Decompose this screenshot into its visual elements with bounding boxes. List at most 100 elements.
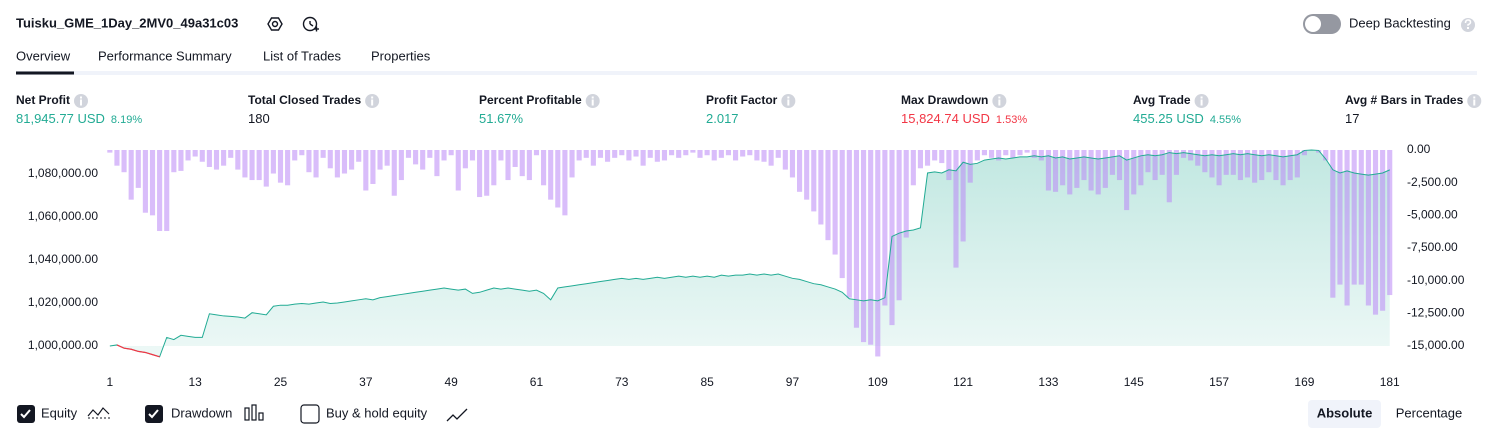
drawdown-checkbox[interactable] bbox=[145, 405, 163, 423]
drawdown-bar bbox=[1102, 150, 1108, 188]
y2-tick-label: -10,000.00 bbox=[1407, 273, 1465, 287]
legend-label: Drawdown bbox=[171, 405, 232, 420]
legend-label: Equity bbox=[41, 405, 78, 420]
y2-tick-label: -12,500.00 bbox=[1407, 306, 1465, 320]
drawdown-bar bbox=[619, 150, 625, 156]
drawdown-bar bbox=[839, 150, 845, 279]
alert-icon[interactable] bbox=[302, 16, 320, 32]
drawdown-bar bbox=[818, 150, 824, 225]
drawdown-bar bbox=[711, 150, 717, 161]
x-tick-label: 169 bbox=[1294, 375, 1314, 389]
drawdown-bar bbox=[1344, 150, 1350, 306]
info-icon-stem bbox=[787, 99, 790, 106]
drawdown-bar bbox=[128, 150, 134, 200]
equity-checkbox[interactable] bbox=[17, 405, 35, 423]
x-tick-label: 133 bbox=[1038, 375, 1058, 389]
metric-percent: 1.53% bbox=[996, 114, 1027, 126]
drawdown-bar bbox=[789, 150, 796, 178]
drawdown-bar bbox=[1031, 150, 1037, 158]
settings-icon[interactable] bbox=[267, 17, 283, 31]
drawdown-bar bbox=[597, 150, 604, 158]
drawdown-bar bbox=[420, 150, 426, 170]
metric-value-text: 15,824.74 USD bbox=[901, 111, 990, 126]
drawdown-bar bbox=[469, 150, 476, 161]
drawdown-bar bbox=[1387, 150, 1393, 296]
x-tick-label: 61 bbox=[530, 375, 544, 389]
x-tick-label: 49 bbox=[444, 375, 458, 389]
drawdown-bar bbox=[192, 150, 198, 157]
drawdown-bar bbox=[1138, 150, 1144, 186]
absolute-button[interactable] bbox=[1308, 400, 1381, 428]
drawdown-bar bbox=[1358, 150, 1364, 285]
drawdown-bar bbox=[775, 150, 781, 158]
info-icon-dot bbox=[787, 96, 790, 99]
drawdown-bar bbox=[960, 150, 966, 242]
drawdown-bar bbox=[647, 150, 653, 158]
drawdown-bar bbox=[1074, 150, 1080, 188]
drawdown-bar bbox=[612, 150, 618, 158]
drawdown-bar bbox=[327, 150, 333, 169]
metric-value-text: 455.25 USD bbox=[1133, 111, 1204, 126]
drawdown-bar bbox=[1124, 150, 1130, 211]
drawdown-bar bbox=[477, 150, 483, 198]
drawdown-bar bbox=[213, 150, 220, 170]
y2-tick-label: -2,500.00 bbox=[1407, 175, 1458, 189]
drawdown-bar bbox=[1244, 150, 1251, 178]
x-tick-label: 37 bbox=[359, 375, 373, 389]
tab[interactable]: Overview bbox=[16, 48, 71, 63]
buy-hold-checkbox[interactable] bbox=[300, 404, 320, 424]
drawdown-bar bbox=[377, 150, 383, 170]
drawdown-bar bbox=[413, 150, 419, 165]
metric-label: Percent Profitable bbox=[479, 93, 582, 107]
drawdown-bar bbox=[1280, 150, 1286, 186]
tab[interactable]: List of Trades bbox=[263, 48, 342, 63]
drawdown-bar bbox=[1145, 150, 1151, 173]
drawdown-bar bbox=[1301, 150, 1307, 156]
y2-tick-label: -7,500.00 bbox=[1407, 240, 1458, 254]
drawdown-bar bbox=[718, 150, 724, 158]
drawdown-bar bbox=[448, 150, 454, 156]
help-icon[interactable] bbox=[1461, 18, 1475, 32]
drawdown-bar bbox=[1166, 150, 1172, 203]
drawdown-bar bbox=[135, 150, 141, 188]
legend-label: Buy & hold equity bbox=[326, 405, 428, 420]
drawdown-bar bbox=[263, 150, 269, 187]
drawdown-bar bbox=[1152, 150, 1158, 181]
drawdown-bar bbox=[910, 150, 916, 186]
drawdown-bar bbox=[626, 150, 632, 161]
info-icon-dot bbox=[1200, 96, 1203, 99]
deep-backtesting-toggle[interactable] bbox=[1303, 14, 1341, 34]
drawdown-bar bbox=[121, 150, 127, 173]
y-tick-label: 1,080,000.00 bbox=[28, 166, 98, 180]
metric-value-text: 2.017 bbox=[706, 111, 739, 126]
drawdown-bar bbox=[1095, 150, 1101, 195]
equity-legend-icon bbox=[87, 407, 110, 417]
drawdown-bar bbox=[782, 150, 788, 170]
drawdown-bar bbox=[868, 150, 874, 345]
drawdown-bar bbox=[1230, 150, 1236, 175]
drawdown-bar bbox=[825, 150, 831, 241]
drawdown-bar bbox=[398, 150, 404, 181]
drawdown-bar bbox=[1038, 150, 1044, 161]
info-icon-stem bbox=[80, 99, 82, 106]
drawdown-bar bbox=[661, 150, 668, 161]
drawdown-bar bbox=[1202, 150, 1208, 173]
drawdown-bar bbox=[519, 150, 525, 177]
drawdown-bar bbox=[562, 150, 568, 216]
metric-label: Avg Trade bbox=[1133, 93, 1191, 107]
mode-label[interactable]: Percentage bbox=[1396, 405, 1463, 420]
tab[interactable]: Properties bbox=[371, 48, 431, 63]
drawdown-bar bbox=[114, 150, 120, 166]
x-tick-label: 25 bbox=[274, 375, 288, 389]
drawdown-bar bbox=[1045, 150, 1051, 191]
drawdown-bar bbox=[1060, 150, 1066, 186]
drawdown-bar bbox=[1380, 150, 1386, 311]
drawdown-bar bbox=[903, 150, 909, 238]
metric-label: Net Profit bbox=[16, 93, 70, 107]
x-tick-label: 157 bbox=[1209, 375, 1229, 389]
info-icon-stem bbox=[1473, 99, 1476, 106]
drawdown-bar bbox=[1237, 150, 1243, 181]
x-tick-label: 109 bbox=[868, 375, 888, 389]
tab[interactable]: Performance Summary bbox=[98, 48, 232, 63]
